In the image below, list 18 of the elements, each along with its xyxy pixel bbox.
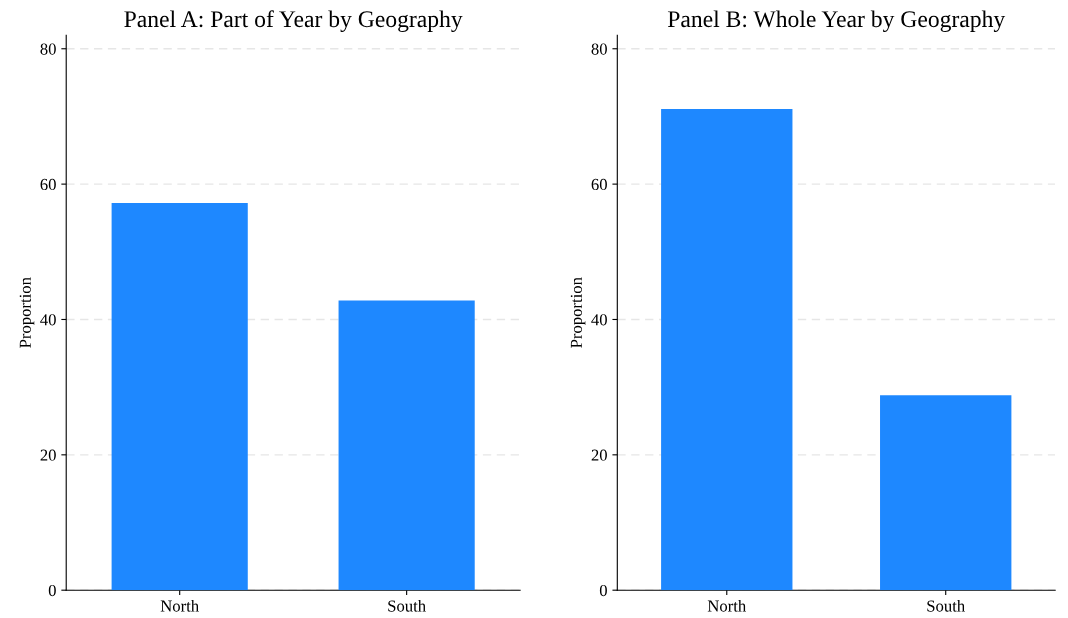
y-tick-label: 80 (591, 43, 607, 55)
x-tick-label: South (388, 599, 426, 612)
x-tick-label: North (160, 599, 199, 612)
y-tick-label: 40 (40, 314, 56, 326)
y-axis-title: Proportion (570, 277, 586, 348)
x-tick-label: South (927, 599, 965, 612)
y-tick-label: 60 (40, 178, 56, 191)
x-tick-label: North (707, 599, 746, 612)
chart-title: Panel A: Part of Year by Geography (124, 10, 463, 32)
chart-title: Panel B: Whole Year by Geography (667, 10, 1006, 32)
y-tick-label: 60 (591, 178, 607, 191)
y-tick-label: 20 (40, 449, 56, 461)
y-tick-label: 0 (48, 584, 56, 597)
y-tick-label: 40 (591, 314, 607, 326)
y-tick-label: 80 (40, 43, 56, 55)
y-tick-label: 20 (591, 449, 607, 461)
y-tick-label: 0 (599, 584, 607, 597)
y-axis-title: Proportion (19, 277, 35, 348)
